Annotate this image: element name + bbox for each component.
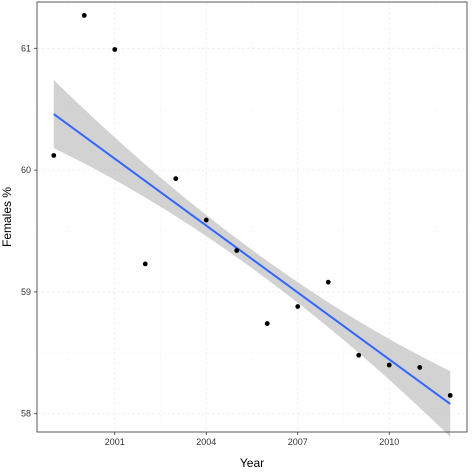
y-tick-label: 60 <box>21 165 31 175</box>
x-tick-label: 2010 <box>379 437 399 447</box>
x-axis-title: Year <box>240 456 264 470</box>
x-tick-label: 2004 <box>196 437 216 447</box>
data-points <box>51 12 453 398</box>
y-tick-label: 58 <box>21 409 31 419</box>
data-point <box>386 362 392 368</box>
y-axis-title: Females % <box>0 187 14 247</box>
data-point <box>81 12 87 18</box>
data-point <box>447 393 453 398</box>
data-point <box>264 321 270 326</box>
data-point <box>51 153 57 158</box>
x-axis: 2001 2004 2007 2010 <box>105 432 399 447</box>
data-point <box>295 304 301 309</box>
y-tick-label: 61 <box>21 43 31 53</box>
data-point <box>173 176 179 182</box>
y-axis: 58 59 60 61 <box>21 43 37 419</box>
trend-line <box>53 113 451 405</box>
plot-panel-border <box>36 1 468 433</box>
data-point <box>142 261 148 267</box>
x-tick-label: 2001 <box>105 437 125 447</box>
data-point <box>234 248 240 253</box>
y-tick-label: 59 <box>21 287 31 297</box>
data-point <box>356 352 362 358</box>
data-point <box>325 279 331 285</box>
data-point <box>203 217 209 223</box>
data-point <box>417 365 423 370</box>
x-tick-label: 2007 <box>288 437 308 447</box>
data-point <box>112 47 118 52</box>
